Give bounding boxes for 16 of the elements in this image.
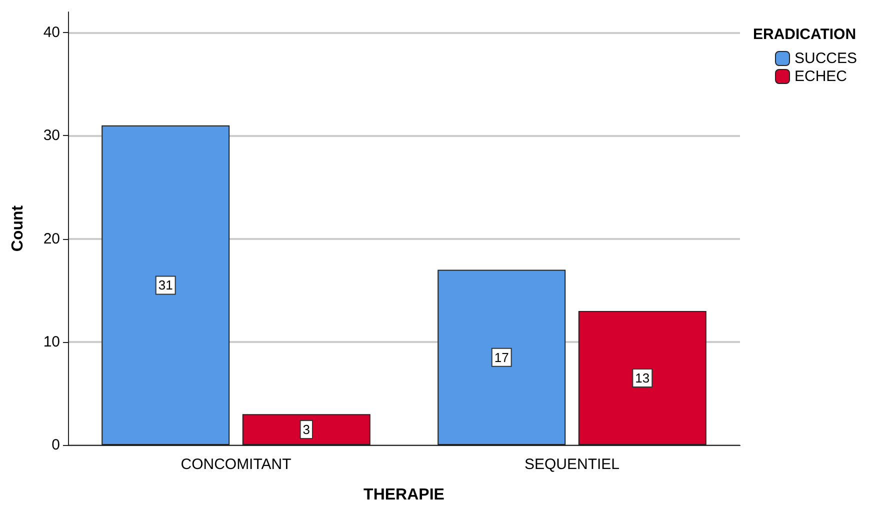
data-label: 13 xyxy=(635,370,650,386)
legend-label: SUCCES xyxy=(794,50,858,67)
y-tick-label: 0 xyxy=(52,436,60,454)
x-tick-label: CONCOMITANT xyxy=(180,456,292,473)
y-tick-label: 10 xyxy=(43,333,60,350)
x-tick-label: SEQUENTIEL xyxy=(524,456,620,473)
x-axis-title: THERAPIE xyxy=(364,486,445,504)
legend-label: ECHEC xyxy=(794,68,848,85)
y-tick-label: 30 xyxy=(43,127,60,144)
data-label: 31 xyxy=(158,278,173,293)
data-label: 3 xyxy=(302,422,310,438)
data-label: 17 xyxy=(494,350,509,365)
y-tick-label: 40 xyxy=(43,24,60,42)
y-axis-title: Count xyxy=(10,204,26,252)
y-tick-label: 20 xyxy=(43,230,60,248)
legend-title: ERADICATION xyxy=(753,26,856,43)
